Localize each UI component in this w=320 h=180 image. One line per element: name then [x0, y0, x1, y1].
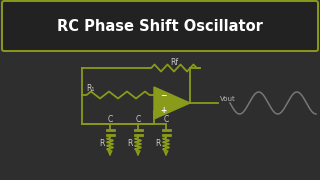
Text: C: C	[108, 114, 113, 123]
Polygon shape	[154, 87, 190, 119]
Text: Rf: Rf	[170, 57, 178, 66]
Text: R: R	[155, 140, 161, 148]
Text: −: −	[160, 91, 166, 100]
Text: RC Phase Shift Oscillator: RC Phase Shift Oscillator	[57, 19, 263, 33]
Text: Vout: Vout	[220, 96, 236, 102]
Text: R₁: R₁	[86, 84, 94, 93]
Text: +: +	[160, 105, 166, 114]
Text: R: R	[99, 140, 105, 148]
FancyBboxPatch shape	[2, 1, 318, 51]
Text: C: C	[135, 114, 140, 123]
Text: R: R	[127, 140, 133, 148]
Text: C: C	[164, 114, 169, 123]
